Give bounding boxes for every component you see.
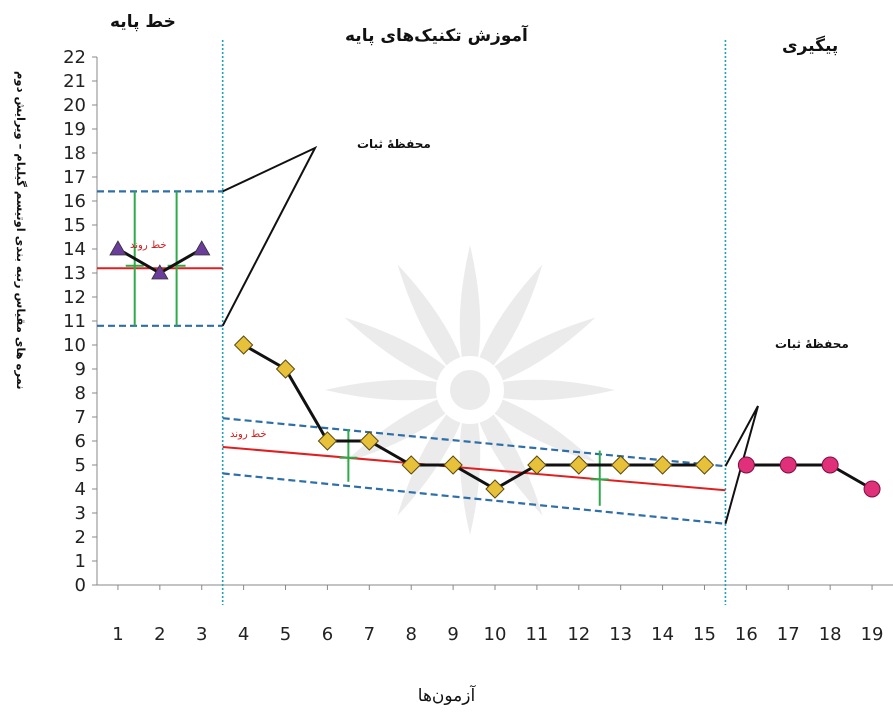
watermark-center: [436, 356, 504, 424]
y-tick-label: 16: [63, 191, 86, 212]
envelope-connector-1: [221, 145, 318, 327]
x-tick-label: 4: [238, 624, 249, 645]
y-tick-label: 2: [75, 527, 86, 548]
stability-envelope-label-1: محفظهٔ ثبات: [357, 137, 431, 151]
data-point-diamond: [569, 455, 589, 475]
data-point-diamond: [694, 455, 715, 475]
watermark-core: [450, 370, 490, 410]
x-tick-label: 6: [322, 624, 333, 645]
envelope-connector-2: [724, 405, 759, 525]
data-point-diamond: [233, 335, 254, 355]
x-tick-labels: 1 2 3 4 5 6 7 8 9 10 11 12 13 14 15 16 17 18 19: [112, 624, 883, 645]
x-tick-label: 16: [735, 624, 758, 645]
x-tick-label: 14: [651, 624, 674, 645]
trend-line-label-1: خط روند: [130, 240, 167, 251]
x-tick-label: 18: [819, 624, 842, 645]
x-tick-label: 2: [154, 624, 165, 645]
y-tick-label: 8: [75, 383, 86, 404]
data-point-diamond: [443, 455, 463, 475]
x-tick-label: 11: [525, 624, 548, 645]
y-tick-label: 11: [63, 311, 86, 332]
watermark-petal: [397, 390, 470, 516]
y-tick-label: 3: [75, 503, 86, 524]
data-point-diamond: [610, 455, 631, 475]
y-tick-label: 10: [63, 335, 86, 356]
y-tick-label: 9: [75, 359, 86, 380]
watermark-petal: [344, 317, 470, 390]
trend-line-label-2: خط روند: [230, 429, 267, 440]
x-tick-label: 9: [447, 624, 458, 645]
y-tick-label: 19: [63, 119, 86, 140]
stability-envelope-label-2: محفظهٔ ثبات: [775, 337, 849, 351]
y-tick-label: 21: [63, 71, 86, 92]
data-point-circle: [863, 480, 881, 498]
x-tick-label: 10: [484, 624, 507, 645]
data-point-triangle: [109, 240, 127, 256]
y-tick-label: 18: [63, 143, 86, 164]
y-tick-label: 14: [63, 239, 86, 260]
watermark-rosette: [325, 245, 615, 535]
phase-label-training: آموزش تکنیک‌های پایه: [345, 26, 528, 46]
axes: [92, 56, 893, 590]
stability-envelopes: [97, 190, 726, 525]
envelope-upper-line: [222, 417, 726, 468]
x-tick-label: 13: [609, 624, 632, 645]
watermark-petal: [470, 390, 543, 516]
data-point-triangle: [151, 264, 169, 280]
x-tick-label: 7: [364, 624, 375, 645]
data-point-diamond: [359, 431, 380, 451]
data-point-diamond: [317, 431, 338, 451]
watermark-petal: [470, 379, 615, 401]
y-tick-label: 0: [75, 575, 86, 596]
phase-label-followup: پیگیری: [782, 36, 839, 56]
y-tick-label: 15: [63, 215, 86, 236]
data-point-circle: [779, 456, 797, 474]
watermark-petal: [459, 245, 481, 390]
data-point-diamond: [401, 455, 421, 475]
watermark-petal: [397, 264, 470, 390]
envelope-connectors: [221, 145, 759, 525]
x-tick-label: 12: [567, 624, 590, 645]
phase-label-baseline: خط پایه: [110, 12, 176, 32]
series-line: [746, 463, 873, 491]
y-tick-label: 13: [63, 263, 86, 284]
watermark-petal: [470, 264, 543, 390]
y-tick-label: 22: [63, 47, 86, 68]
data-point-triangle: [193, 240, 211, 256]
data-point-diamond: [275, 359, 296, 379]
watermark-petal: [470, 317, 596, 390]
x-tick-label: 5: [280, 624, 291, 645]
data-series: [109, 240, 881, 499]
envelope-lower-line: [222, 472, 726, 525]
data-point-circle: [737, 456, 755, 474]
data-point-circle: [821, 456, 839, 474]
x-tick-label: 15: [693, 624, 716, 645]
y-tick-label: 5: [75, 455, 86, 476]
data-point-diamond: [527, 455, 547, 475]
data-point-diamond: [485, 479, 505, 499]
y-tick-label: 20: [63, 95, 86, 116]
x-tick-label: 8: [405, 624, 416, 645]
y-tick-label: 17: [63, 167, 86, 188]
y-tick-label: 12: [63, 287, 86, 308]
watermark-petal: [470, 390, 596, 463]
x-tick-label: 1: [112, 624, 123, 645]
x-tick-label: 19: [861, 624, 884, 645]
data-point-diamond: [652, 455, 673, 475]
watermark-petal: [325, 379, 470, 401]
y-axis-label: نمره های مقیاس رتبه بندی اوتیسم گیلیام –…: [14, 70, 28, 390]
x-axis-label: آزمون‌ها: [417, 686, 476, 706]
x-tick-label: 3: [196, 624, 207, 645]
y-tick-label: 1: [75, 551, 86, 572]
y-tick-label: 7: [75, 407, 86, 428]
trend-line: [222, 446, 726, 492]
x-tick-label: 17: [777, 624, 800, 645]
y-tick-label: 4: [75, 479, 86, 500]
y-tick-label: 6: [75, 431, 86, 452]
